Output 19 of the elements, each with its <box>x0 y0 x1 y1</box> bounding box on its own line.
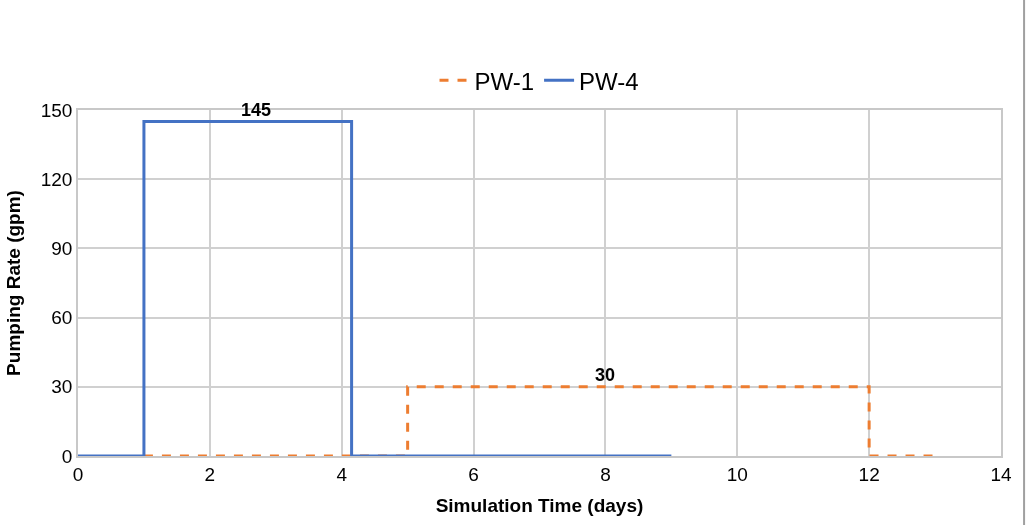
legend-label: PW-4 <box>579 67 639 95</box>
x-tick-label: 10 <box>726 463 748 485</box>
x-tick-label: 4 <box>336 463 348 485</box>
y-tick-label: 90 <box>51 238 73 260</box>
x-tick-label: 6 <box>468 463 479 485</box>
y-tick-label: 30 <box>51 376 73 398</box>
x-axis-title: Simulation Time (days) <box>435 494 644 516</box>
x-tick-label: 8 <box>600 463 611 485</box>
annotation: 145 <box>241 100 272 120</box>
x-tick-label: 12 <box>858 463 880 485</box>
y-tick-label: 0 <box>61 445 73 467</box>
y-tick-label: 150 <box>40 99 73 121</box>
annotation: 30 <box>595 365 616 385</box>
y-axis-title: Pumping Rate (gpm) <box>3 190 25 376</box>
y-tick-label: 120 <box>40 168 73 190</box>
x-tick-label: 14 <box>990 463 1012 485</box>
x-tick-label: 2 <box>204 463 216 485</box>
legend-label: PW-1 <box>474 67 535 95</box>
y-tick-label: 60 <box>51 307 73 329</box>
